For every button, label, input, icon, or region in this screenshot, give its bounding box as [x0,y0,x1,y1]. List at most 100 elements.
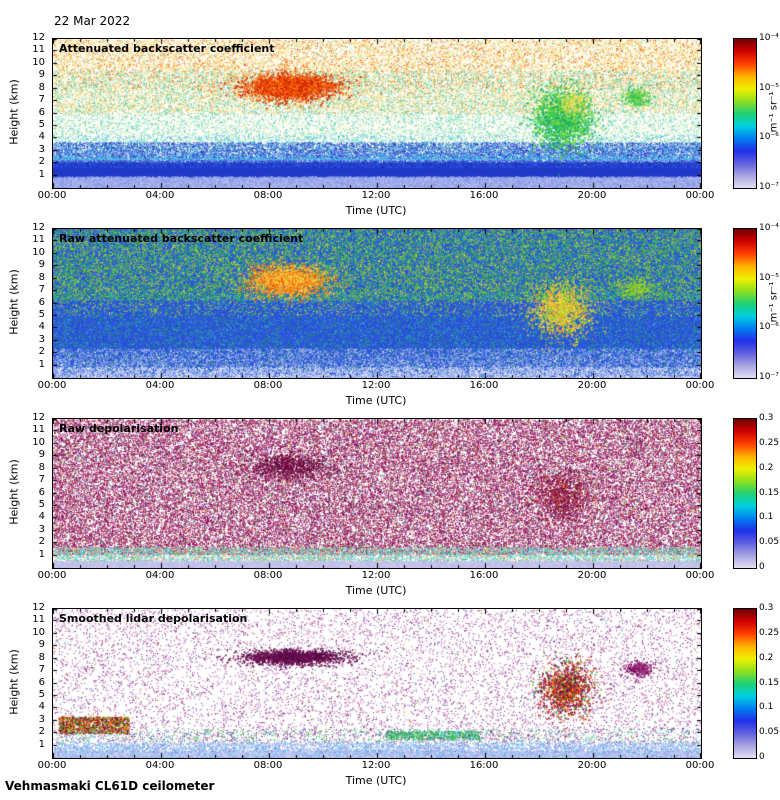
colorbar [733,418,757,569]
colorbar-tick-label: 0.1 [759,702,774,713]
colorbar-tick-label: 0.15 [759,677,780,688]
y-tick-label: 12 [32,602,45,613]
y-tick-label: 11 [32,44,45,56]
x-tick-label: 16:00 [469,760,499,771]
y-tick-label: 10 [32,56,45,68]
x-tick-label: 04:00 [145,190,175,201]
colorbar-unit-label: m⁻¹ sr⁻¹ [768,91,780,133]
x-axis-label: Time (UTC) [345,774,407,787]
x-tick-label: 12:00 [361,570,391,581]
y-tick-label: 10 [32,626,45,638]
y-tick-label: 4 [38,131,45,143]
y-tick-label: 3 [38,713,45,725]
y-tick-label: 2 [38,726,45,738]
y-tick-label: 2 [38,536,45,548]
y-tick-label: 3 [38,333,45,345]
panel-title: Attenuated backscatter coefficient [59,42,275,55]
instrument-footer-label: Vehmasmaki CL61D ceilometer [5,779,215,793]
colorbar-tick-label: 0.3 [759,603,774,613]
y-tick-label: 9 [38,449,45,461]
x-tick-label: 08:00 [253,570,283,581]
x-axis-ticks: 00:00 04:00 08:00 12:00 16:00 20:00 00:00 [38,380,715,393]
y-tick-label: 12 [32,412,45,423]
heatmap-canvas [53,39,701,188]
y-tick-label: 1 [38,738,45,750]
colorbar-tick-label: 10⁻⁶ [759,322,779,333]
y-tick-label: 11 [32,234,45,246]
colorbar-tick-label: 10⁻⁴ [759,33,779,43]
y-tick-label: 8 [38,651,45,663]
colorbar-tick-label: 0.25 [759,627,780,638]
colorbar-tick-label: 0.25 [759,437,780,448]
y-tick-label: 1 [38,358,45,370]
x-tick-label: 08:00 [253,190,283,201]
y-tick-label: 5 [38,688,45,700]
x-tick-label: 16:00 [469,570,499,581]
x-tick-label: 00:00 [685,380,715,391]
y-tick-label: 3 [38,523,45,535]
x-tick-label: 04:00 [145,380,175,391]
x-axis-ticks: 00:00 04:00 08:00 12:00 16:00 20:00 00:00 [38,190,715,203]
colorbar [733,228,757,379]
x-tick-label: 20:00 [577,570,607,581]
date-label: 22 Mar 2022 [54,14,131,28]
y-tick-label: 8 [38,81,45,93]
y-axis-ticks: 12 11 10 9 8 7 6 5 4 3 2 1 [0,32,48,187]
y-tick-label: 7 [38,94,45,106]
x-tick-label: 16:00 [469,380,499,391]
x-tick-label: 12:00 [361,760,391,771]
x-tick-label: 08:00 [253,760,283,771]
y-tick-label: 6 [38,296,45,308]
heatmap-canvas [53,229,701,378]
colorbar-tick-label: 10⁻⁶ [759,132,779,143]
colorbar-tick-label: 0.3 [759,413,774,423]
x-tick-label: 00:00 [685,190,715,201]
y-tick-label: 9 [38,69,45,81]
y-tick-label: 11 [32,424,45,436]
colorbar-labels: 10⁻⁴ 10⁻⁵ 10⁻⁶ 10⁻⁷ [759,223,780,382]
x-tick-label: 20:00 [577,190,607,201]
panel-title: Smoothed lidar depolarisation [59,612,248,625]
plot-area: Smoothed lidar depolarisation [52,608,702,759]
x-axis-label: Time (UTC) [345,394,407,407]
y-tick-label: 6 [38,106,45,118]
x-tick-label: 20:00 [577,380,607,391]
colorbar-labels: 10⁻⁴ 10⁻⁵ 10⁻⁶ 10⁻⁷ [759,33,780,192]
y-tick-label: 3 [38,143,45,155]
plot-area: Raw attenuated backscatter coefficient [52,228,702,379]
colorbar-tick-label: 0.05 [759,537,780,548]
colorbar-tick-label: 0.1 [759,512,774,523]
panel-attenuated-backscatter: Height (km) 12 11 10 9 8 7 6 5 4 3 2 1 Attenuated b… [0,32,780,238]
x-tick-label: 12:00 [361,380,391,391]
heatmap-canvas [53,609,701,758]
x-axis-ticks: 00:00 04:00 08:00 12:00 16:00 20:00 00:00 [38,570,715,583]
y-tick-label: 6 [38,676,45,688]
x-tick-label: 00:00 [37,570,67,581]
x-tick-label: 00:00 [37,380,67,391]
y-tick-label: 7 [38,284,45,296]
y-tick-label: 5 [38,308,45,320]
x-tick-label: 04:00 [145,760,175,771]
x-tick-label: 04:00 [145,570,175,581]
colorbar-tick-label: 10⁻⁴ [759,223,779,233]
x-axis-ticks: 00:00 04:00 08:00 12:00 16:00 20:00 00:00 [38,760,715,773]
y-tick-label: 8 [38,271,45,283]
colorbar-tick-label: 0 [759,562,765,572]
x-tick-label: 08:00 [253,380,283,391]
y-tick-label: 7 [38,664,45,676]
y-tick-label: 4 [38,321,45,333]
y-tick-label: 1 [38,548,45,560]
y-tick-label: 12 [32,32,45,43]
plot-area: Attenuated backscatter coefficient [52,38,702,189]
y-tick-label: 8 [38,461,45,473]
y-tick-label: 5 [38,498,45,510]
panel-title: Raw depolarisation [59,422,179,435]
y-tick-label: 10 [32,436,45,448]
colorbar [733,38,757,189]
y-axis-ticks: 12 11 10 9 8 7 6 5 4 3 2 1 [0,412,48,567]
colorbar-tick-label: 10⁻⁷ [759,182,779,192]
x-tick-label: 00:00 [685,760,715,771]
y-axis-ticks: 12 11 10 9 8 7 6 5 4 3 2 1 [0,222,48,377]
panel-raw-attenuated-backscatter: Height (km) 12 11 10 9 8 7 6 5 4 3 2 1 Raw attenuat… [0,222,780,428]
